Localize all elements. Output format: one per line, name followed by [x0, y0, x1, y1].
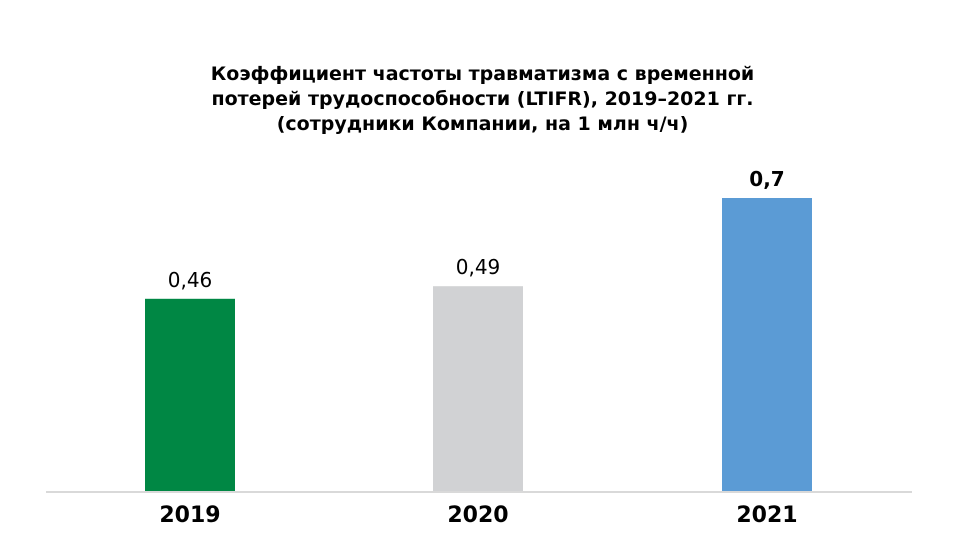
- bars-group: [145, 198, 812, 492]
- bar-2020: [433, 286, 523, 492]
- bar-2021: [722, 198, 812, 492]
- chart-title: Коэффициент частоты травматизма с времен…: [0, 62, 965, 137]
- x-tick-label-2019: 2019: [159, 503, 220, 528]
- chart-title-line-3: (сотрудники Компании, на 1 млн ч/ч): [276, 113, 689, 135]
- x-tick-label-2021: 2021: [736, 503, 797, 528]
- value-labels-group: 0,46 0,49 0,7: [168, 167, 785, 292]
- data-label-2021: 0,7: [749, 167, 784, 191]
- chart-title-line-1: Коэффициент частоты травматизма с времен…: [210, 63, 755, 85]
- chart-title-line-2: потерей трудоспособности (LTIFR), 2019–2…: [211, 88, 754, 110]
- x-tick-label-2020: 2020: [447, 503, 508, 528]
- data-label-2019: 0,46: [168, 268, 213, 292]
- bar-2019: [145, 298, 235, 492]
- data-label-2020: 0,49: [456, 255, 501, 279]
- category-labels-group: 2019 2020 2021: [159, 503, 797, 528]
